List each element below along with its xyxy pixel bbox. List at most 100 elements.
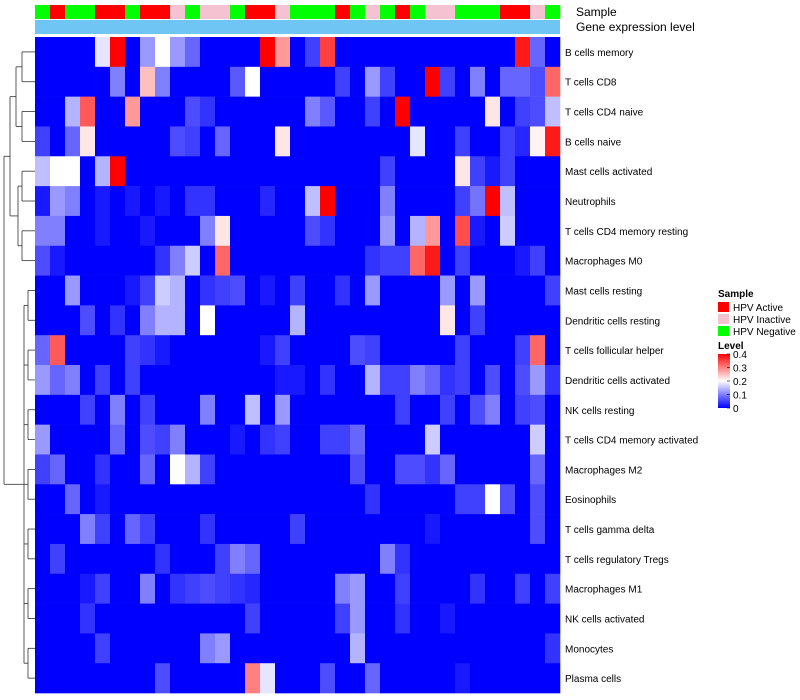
- heatmap-cell: [545, 96, 561, 127]
- sample-annotation-cell: [425, 5, 441, 19]
- heatmap-cell: [110, 424, 126, 455]
- heatmap-cell: [110, 543, 126, 575]
- heatmap-cell: [80, 37, 96, 68]
- heatmap-cell: [335, 156, 351, 187]
- sample-annotation-cell: [170, 5, 186, 19]
- heatmap-cell: [275, 245, 291, 276]
- heatmap-cell: [140, 37, 156, 68]
- heatmap-cell: [110, 215, 126, 247]
- heatmap-cell: [425, 365, 441, 396]
- heatmap-cell: [350, 484, 366, 515]
- heatmap-cell: [410, 275, 426, 306]
- heatmap-cell: [185, 335, 201, 366]
- heatmap-cell: [305, 66, 321, 97]
- legend-level-tick-label: 0.4: [733, 350, 747, 361]
- heatmap-cell: [140, 663, 156, 694]
- heatmap-cell: [335, 37, 351, 68]
- heatmap-cell: [335, 96, 351, 127]
- heatmap-cell: [515, 543, 531, 575]
- heatmap-cell: [290, 454, 306, 485]
- heatmap-cell: [230, 96, 246, 127]
- heatmap-cell: [380, 633, 396, 664]
- heatmap-cell: [410, 573, 426, 604]
- heatmap-cell: [155, 66, 171, 97]
- legend-sample-label: HPV Negative: [733, 327, 796, 338]
- heatmap-cell: [515, 335, 531, 366]
- heatmap-cell: [410, 543, 426, 575]
- heatmap-cell: [425, 543, 441, 575]
- heatmap-cell: [50, 603, 66, 634]
- heatmap-cell: [260, 96, 276, 127]
- heatmap-cell: [215, 215, 231, 247]
- heatmap-cell: [215, 335, 231, 366]
- heatmap-cell: [380, 37, 396, 68]
- heatmap-cell: [470, 543, 486, 575]
- heatmap-cell: [440, 573, 456, 604]
- sample-annotation-cell: [35, 5, 51, 19]
- heatmap-cell: [545, 335, 561, 366]
- sample-annotation-cell: [530, 5, 546, 19]
- sample-annotation-label: Sample: [576, 5, 617, 19]
- heatmap-cell: [395, 514, 411, 545]
- heatmap-cell: [320, 126, 336, 157]
- heatmap-cell: [125, 454, 141, 485]
- heatmap-cell: [230, 245, 246, 276]
- heatmap-cell: [455, 663, 471, 694]
- heatmap-cell: [380, 424, 396, 455]
- heatmap-cell: [95, 126, 111, 157]
- row-labels: B cells memory T cells CD8 T cells CD4 nai…: [565, 48, 698, 685]
- sample-annotation-cell: [470, 5, 486, 19]
- heatmap-cell: [305, 96, 321, 127]
- heatmap-cell: [320, 275, 336, 306]
- heatmap-cell: [170, 424, 186, 455]
- heatmap-cell: [35, 543, 51, 575]
- heatmap-cell: [485, 156, 501, 187]
- heatmap-cell: [200, 394, 216, 425]
- heatmap-cell: [260, 633, 276, 664]
- heatmap-cell: [485, 394, 501, 425]
- heatmap-cell: [380, 275, 396, 306]
- heatmap-cell: [215, 394, 231, 425]
- heatmap-cell: [365, 394, 381, 425]
- heatmap-cell: [365, 186, 381, 217]
- heatmap-cell: [155, 663, 171, 694]
- heatmap-cell: [215, 484, 231, 515]
- heatmap-cell: [320, 365, 336, 396]
- sample-annotation-cell: [50, 5, 66, 19]
- heatmap-cell: [545, 305, 561, 336]
- heatmap-cell: [200, 186, 216, 217]
- heatmap-cell: [35, 305, 51, 336]
- heatmap-cell: [545, 66, 561, 97]
- heatmap-cell: [485, 663, 501, 694]
- heatmap-cell: [275, 186, 291, 217]
- heatmap-cell: [260, 37, 276, 68]
- heatmap-cell: [65, 96, 81, 127]
- heatmap-cell: [35, 66, 51, 97]
- heatmap-cell: [545, 215, 561, 247]
- sample-annotation-cell: [395, 5, 411, 19]
- heatmap-cell: [245, 156, 261, 187]
- heatmap-cell: [215, 663, 231, 694]
- row-label: NK cells resting: [565, 406, 634, 417]
- heatmap-cell: [95, 365, 111, 396]
- heatmap-cell: [50, 484, 66, 515]
- heatmap-cell: [515, 365, 531, 396]
- heatmap-cell: [50, 663, 66, 694]
- heatmap-cell: [305, 454, 321, 485]
- heatmap-cell: [440, 215, 456, 247]
- heatmap-cell: [425, 514, 441, 545]
- heatmap-cell: [80, 663, 96, 694]
- heatmap-cell: [140, 484, 156, 515]
- heatmap-cell: [440, 484, 456, 515]
- heatmap-cell: [215, 186, 231, 217]
- heatmap-cell: [410, 186, 426, 217]
- heatmap-cell: [110, 454, 126, 485]
- heatmap-cell: [155, 633, 171, 664]
- heatmap-cell: [320, 454, 336, 485]
- heatmap-cell: [530, 514, 546, 545]
- heatmap-cell: [65, 156, 81, 187]
- heatmap-cell: [440, 305, 456, 336]
- heatmap-cell: [260, 126, 276, 157]
- heatmap-cell: [110, 633, 126, 664]
- heatmap-cell: [380, 603, 396, 634]
